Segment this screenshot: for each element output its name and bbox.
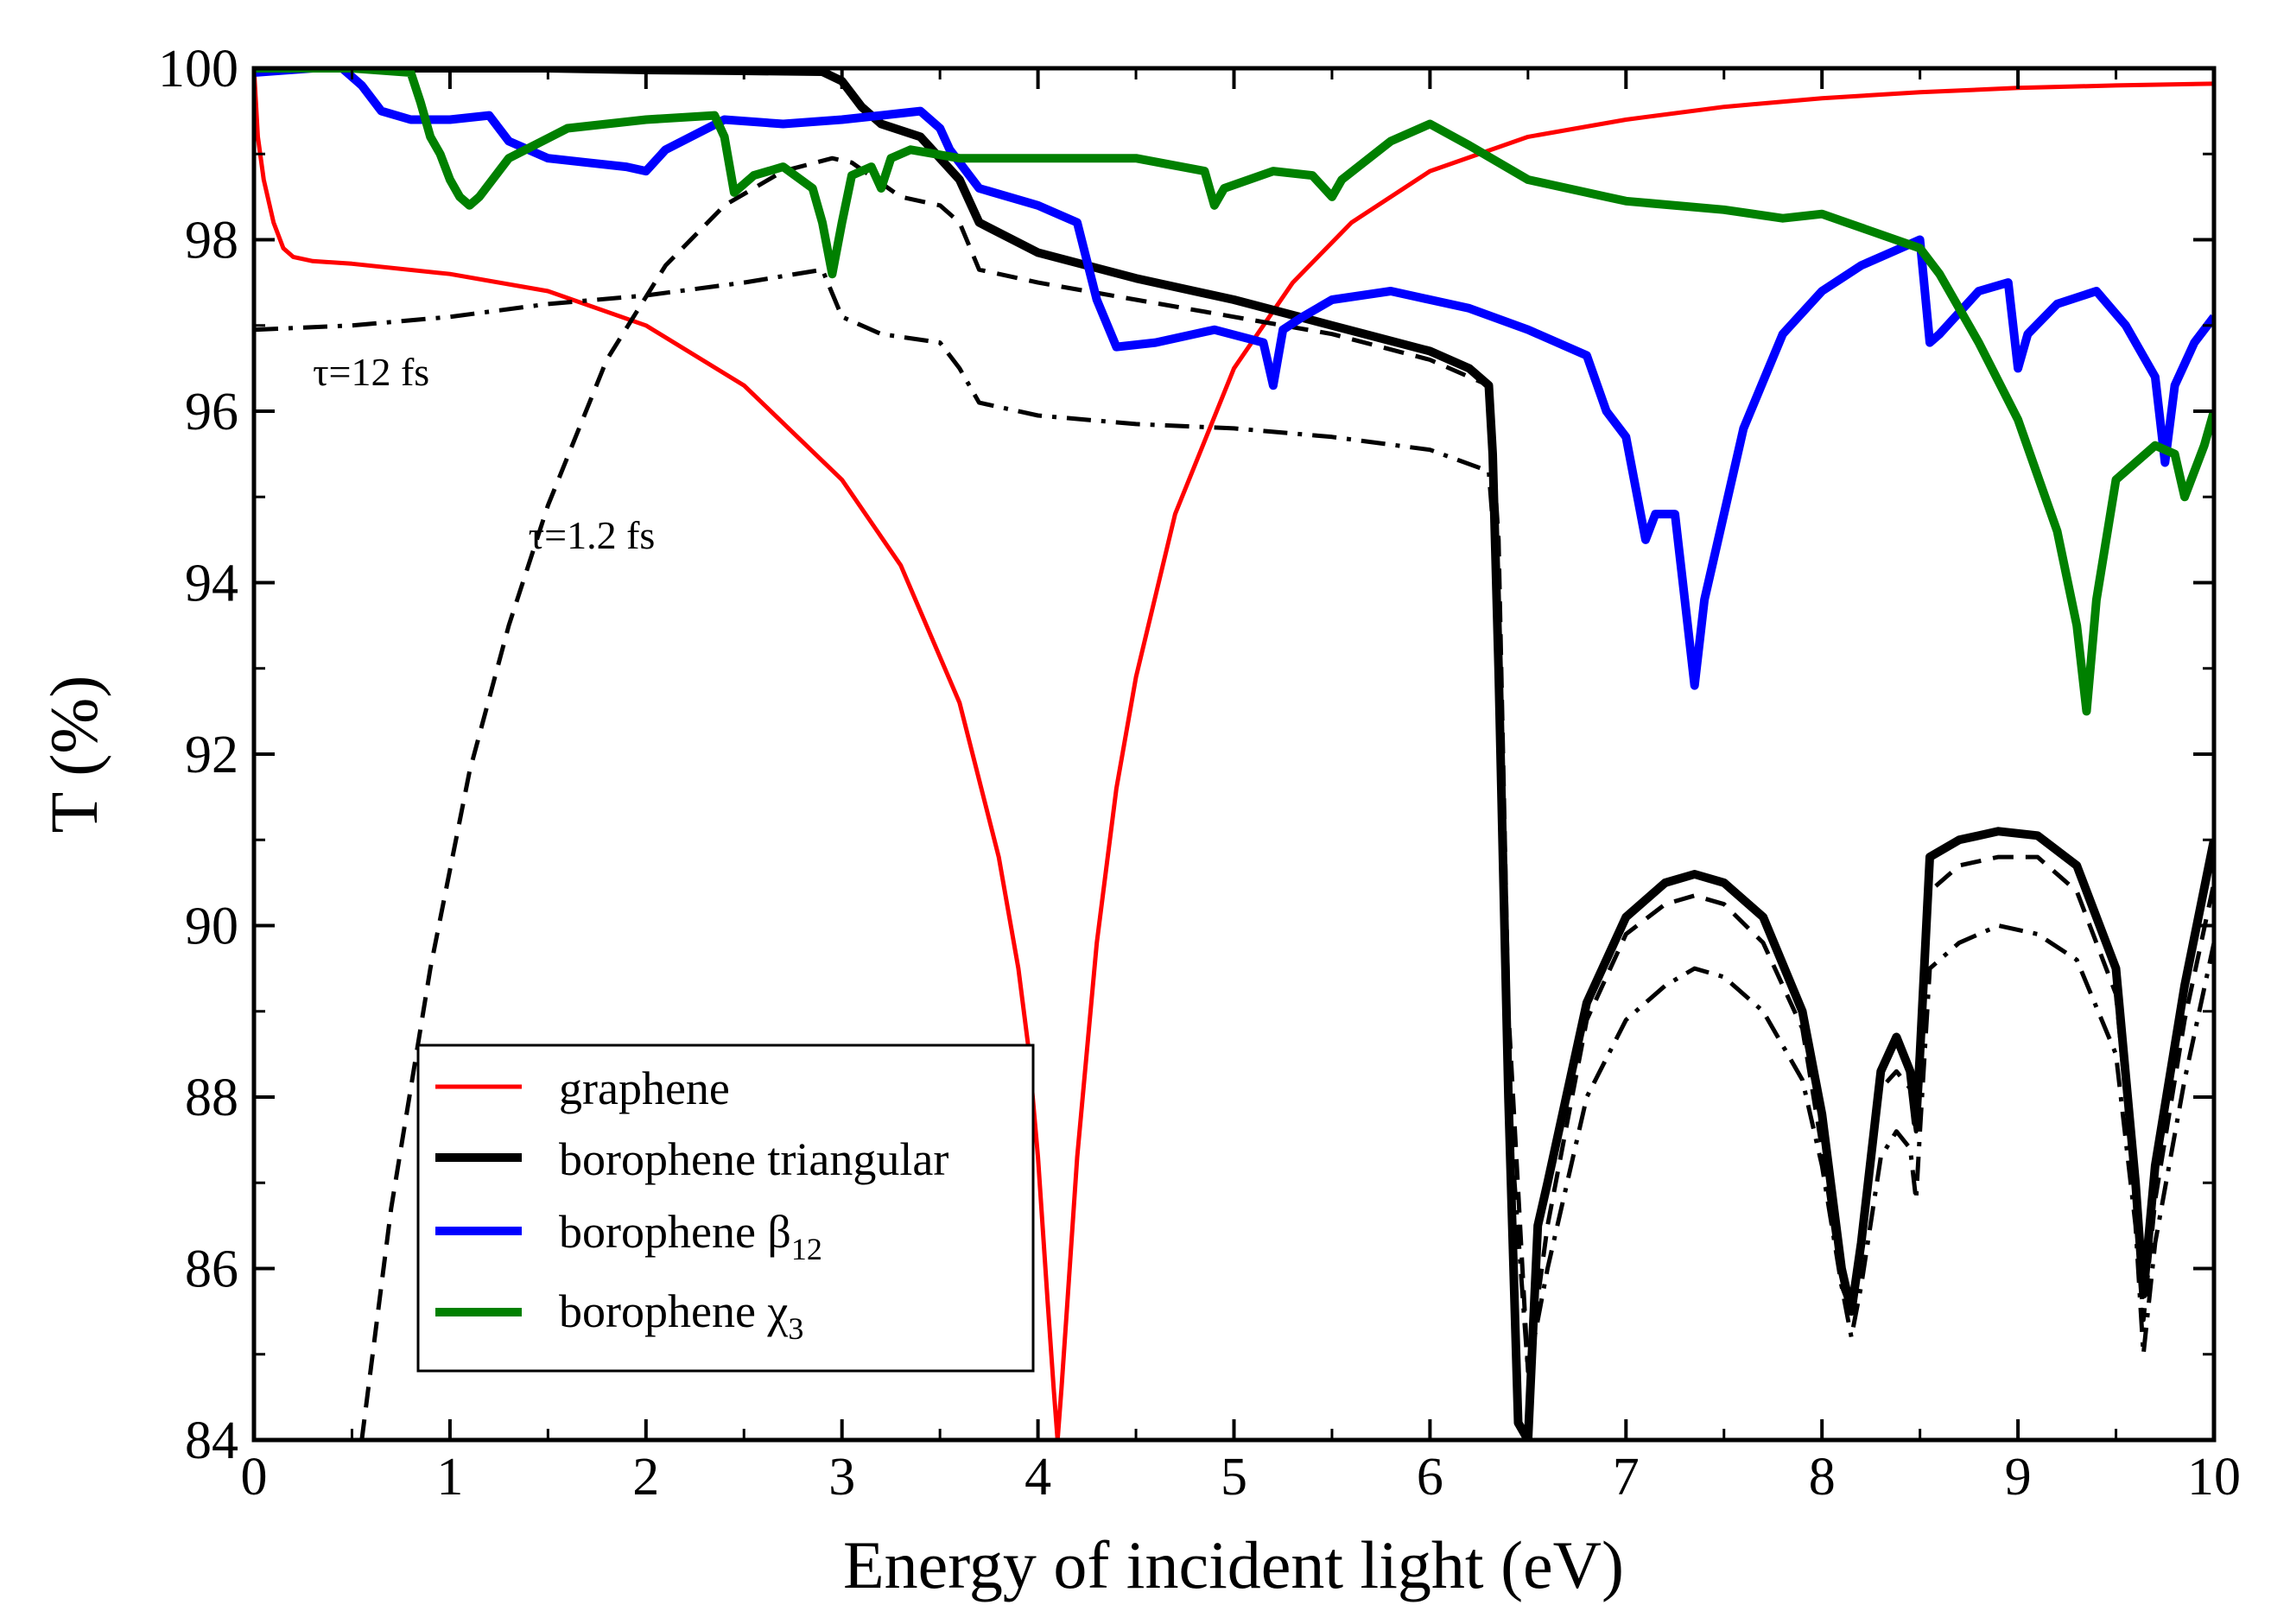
y-tick-label: 84: [185, 1411, 238, 1470]
annotation-tau-12fs: τ=12 fs: [313, 350, 429, 394]
legend-label-chi-subscript: 3: [788, 1311, 803, 1346]
x-tick-label: 5: [1221, 1448, 1247, 1507]
y-axis-title: T (%): [36, 676, 111, 834]
x-axis-title: Energy of incident light (eV): [843, 1527, 1624, 1602]
plot-frame: [251, 66, 2217, 1443]
x-tick-label: 4: [1024, 1448, 1051, 1507]
x-tick-label: 0: [241, 1448, 268, 1507]
x-tick-label: 9: [2005, 1448, 2032, 1507]
annotation-tau-1-2fs: τ=1.2 fs: [529, 513, 656, 557]
y-tick-label: 98: [185, 212, 238, 270]
legend-label-graphene-main: graphene: [559, 1063, 730, 1114]
x-tick-label: 6: [1417, 1448, 1443, 1507]
y-tick-label: 88: [185, 1069, 238, 1127]
x-tick-label: 3: [828, 1448, 855, 1507]
x-tick-label: 8: [1809, 1448, 1836, 1507]
legend-box: [416, 1044, 1035, 1373]
y-tick-label: 94: [185, 555, 238, 613]
series-line-borophene-triangular: [254, 68, 2214, 1440]
y-tick-label: 86: [185, 1240, 238, 1299]
legend-label-beta-subscript: 12: [791, 1232, 822, 1266]
series-layer: [254, 68, 2214, 1440]
legend-label-borophene-triangular-main: borophene triangular: [559, 1133, 948, 1185]
legend-label-borophene-chi3: borophene χ3: [559, 1285, 803, 1346]
legend-label-beta-main: borophene β: [559, 1206, 791, 1258]
x-tick-label: 2: [632, 1448, 659, 1507]
x-tick-label: 1: [436, 1448, 463, 1507]
series-line-graphene: [254, 68, 2214, 1440]
x-tick-label: 7: [1613, 1448, 1640, 1507]
series-line-borophene-3: [254, 68, 2214, 716]
legend-label-graphene: graphene: [559, 1063, 730, 1114]
y-tick-label: 96: [185, 383, 238, 441]
series-line-borophene-12: [254, 68, 2214, 690]
legend-label-chi-main: borophene χ: [559, 1285, 788, 1337]
y-tick-label: 100: [158, 40, 238, 98]
x-tick-label: 10: [2187, 1448, 2241, 1507]
series-line--1-2-fs: [359, 155, 2214, 1440]
legend-label-borophene-triangular: borophene triangular: [559, 1133, 948, 1185]
legend: graphene borophene triangular borophene …: [416, 1044, 1035, 1373]
legend-label-borophene-beta12: borophene β12: [559, 1206, 822, 1266]
y-tick-label: 92: [185, 726, 238, 784]
y-tick-label: 90: [185, 898, 238, 956]
